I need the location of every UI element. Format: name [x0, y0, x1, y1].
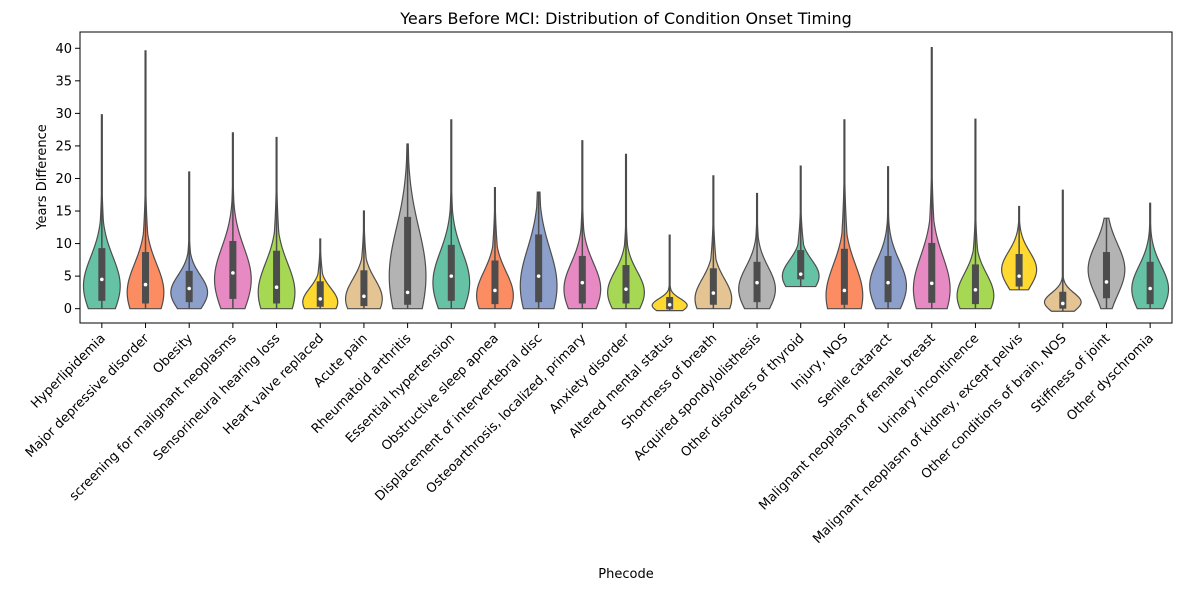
y-tick-label: 10: [55, 237, 72, 252]
y-tick-label: 40: [55, 42, 72, 57]
violin-iqr-box: [1059, 291, 1067, 309]
violin: [432, 119, 471, 310]
violin: [82, 114, 121, 310]
y-tick-label: 20: [55, 172, 72, 187]
violin-iqr-box: [535, 234, 543, 303]
violin-iqr-box: [404, 216, 412, 305]
violin-median: [449, 274, 454, 278]
violin-iqr-box: [840, 248, 848, 305]
violin: [869, 166, 908, 310]
violin-iqr-box: [622, 265, 630, 304]
violin-median: [1104, 280, 1109, 284]
violin-median: [100, 277, 104, 282]
x-tick-label: Stiffness of joint: [1028, 331, 1113, 416]
violin: [476, 186, 514, 310]
y-axis: 0 5 10 15 20 25 30 35 40: [55, 42, 80, 317]
violin-iqr-box: [928, 242, 936, 303]
violin: [738, 192, 776, 310]
violin: [651, 234, 688, 312]
violin-median: [798, 272, 803, 276]
violin-median: [536, 274, 541, 278]
y-axis-label: Years Difference: [35, 124, 50, 230]
violin-iqr-box: [491, 260, 499, 305]
violin-median: [973, 287, 978, 292]
y-tick-label: 0: [64, 302, 72, 317]
x-tick-label: Osteoarthrosis, localized, primary: [423, 331, 589, 497]
x-tick-label: Malignant neoplasm of kidney, except pel…: [810, 331, 1026, 547]
violin-iqr-box: [142, 252, 150, 304]
violin: [956, 118, 995, 310]
violin: [1087, 217, 1126, 310]
violin-iqr-box: [1015, 253, 1023, 287]
x-tick-label: Anxiety disorder: [547, 331, 633, 417]
violin: [912, 47, 951, 310]
y-tick-label: 30: [55, 107, 72, 122]
violin-iqr-box: [273, 250, 281, 304]
violin-median: [274, 285, 279, 289]
violin-iqr-box: [98, 248, 106, 301]
violin-median: [667, 302, 672, 307]
violin-iqr-box: [185, 270, 193, 303]
violin-iqr-box: [884, 255, 892, 303]
violin: [1001, 205, 1038, 291]
violin: [1043, 189, 1082, 312]
violin: [519, 191, 558, 310]
violin: [126, 50, 165, 310]
y-tick-label: 35: [55, 74, 72, 89]
violin: [344, 210, 383, 310]
violin-median: [624, 287, 628, 291]
violin: [302, 238, 339, 310]
violin: [213, 132, 252, 310]
violin-median: [362, 294, 366, 299]
x-tick-label: Senile cataract: [815, 331, 895, 411]
violin-median: [143, 282, 148, 287]
violin-median: [231, 271, 235, 275]
violin-median: [711, 291, 716, 295]
y-tick-label: 25: [55, 139, 72, 154]
violin-iqr-box: [447, 244, 455, 301]
violin-iqr-box: [316, 281, 324, 307]
x-tick-label: Other dyschromia: [1064, 331, 1157, 424]
x-tick-label: Hyperlipidemia: [28, 331, 108, 411]
y-tick-label: 5: [64, 270, 72, 285]
violin-iqr-box: [1102, 252, 1110, 299]
violin-median: [842, 288, 847, 293]
violin-iqr-box: [360, 270, 368, 307]
violin-median: [886, 280, 890, 285]
violin-median: [405, 290, 410, 295]
violin-median: [580, 280, 585, 285]
violin: [257, 136, 296, 310]
y-tick-label: 15: [55, 205, 72, 220]
violin-median: [929, 281, 934, 286]
violin-median: [318, 297, 323, 301]
violin: [607, 153, 645, 310]
violin-median: [187, 286, 191, 291]
violin-median: [493, 288, 497, 293]
violin: [563, 140, 602, 310]
violin: [781, 165, 820, 288]
violin-iqr-box: [578, 255, 586, 304]
violin: [825, 119, 864, 310]
violin-iqr-box: [1146, 261, 1154, 305]
violin-median: [1017, 274, 1021, 278]
violin: [1131, 202, 1170, 310]
violin: [388, 143, 427, 310]
violin-iqr-box: [971, 264, 979, 305]
violin-iqr-box: [229, 240, 237, 299]
violin: [170, 171, 209, 310]
x-axis-label: Phecode: [598, 567, 653, 582]
plot-area: [82, 47, 1170, 312]
violin-iqr-box: [797, 250, 805, 280]
violin-median: [755, 280, 759, 285]
violin-median: [1061, 301, 1065, 306]
violin-iqr-box: [709, 268, 717, 305]
violin-median: [1148, 286, 1152, 291]
violin: [694, 175, 733, 310]
chart-title: Years Before MCI: Distribution of Condit…: [399, 9, 852, 28]
